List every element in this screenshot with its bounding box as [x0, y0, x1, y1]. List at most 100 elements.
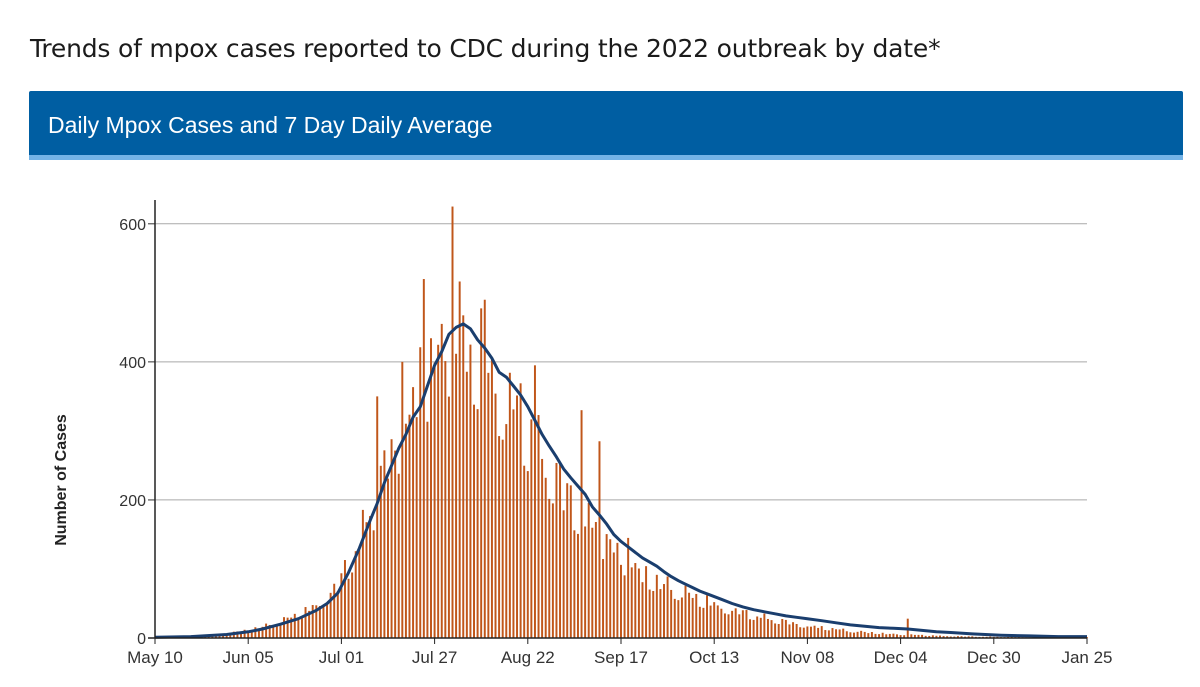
daily-case-bar [663, 584, 665, 638]
daily-case-bar [272, 626, 275, 638]
daily-case-bar [275, 625, 278, 638]
daily-case-bar [365, 522, 368, 638]
daily-case-bar [397, 473, 400, 638]
y-tick-label: 200 [119, 493, 146, 510]
daily-case-bar [788, 624, 791, 638]
daily-case-bar [720, 608, 723, 638]
daily-case-bar [695, 593, 698, 638]
daily-case-bar [433, 362, 436, 638]
daily-case-bar [727, 614, 730, 638]
daily-case-bar [723, 613, 726, 638]
daily-case-bar [939, 635, 941, 638]
daily-case-bar [806, 626, 809, 638]
daily-case-bar [247, 631, 250, 638]
daily-case-bar [878, 634, 881, 638]
y-tick-label: 400 [119, 355, 146, 372]
daily-case-bar [935, 635, 938, 638]
daily-case-bar [437, 344, 440, 638]
daily-case-bar [792, 622, 795, 638]
daily-case-bar [931, 635, 934, 638]
daily-case-bar [835, 629, 838, 638]
daily-case-bar [770, 620, 773, 638]
daily-case-bar [913, 634, 916, 638]
daily-case-bar [369, 516, 372, 638]
daily-case-bar [967, 636, 970, 638]
daily-case-bar [652, 590, 655, 638]
panel-title: Daily Mpox Cases and 7 Day Daily Average [48, 112, 493, 138]
daily-case-bar [598, 441, 601, 638]
daily-case-bar [910, 634, 913, 638]
x-tick-label: Dec 04 [874, 648, 928, 667]
daily-case-bar [731, 610, 734, 638]
daily-case-bar [444, 361, 447, 638]
daily-case-bar [544, 477, 547, 638]
x-tick-label: Jun 05 [223, 648, 274, 667]
x-tick-label: Sep 17 [594, 648, 648, 667]
daily-case-bar [903, 635, 906, 638]
daily-case-bar [831, 628, 834, 638]
daily-case-bar [372, 530, 375, 638]
daily-case-bar [476, 409, 479, 638]
daily-case-bar [243, 629, 246, 638]
daily-case-bar [559, 464, 562, 638]
daily-case-bar [523, 465, 526, 638]
x-tick-label: Oct 13 [689, 648, 739, 667]
daily-case-bar [329, 592, 332, 638]
daily-case-bar [921, 634, 924, 638]
daily-case-bar [817, 627, 820, 638]
daily-case-bar [551, 503, 554, 638]
daily-case-bar [594, 522, 597, 638]
daily-case-bar [308, 610, 311, 638]
daily-case-bar [813, 625, 816, 638]
daily-case-bar [609, 539, 612, 638]
daily-case-bar [318, 605, 321, 638]
daily-case-bar [222, 634, 225, 638]
daily-case-bar [802, 627, 805, 638]
bars-layer [164, 206, 1088, 639]
y-tick-label: 0 [137, 631, 146, 648]
daily-case-bar [680, 597, 683, 638]
daily-case-bar [300, 618, 303, 638]
daily-case-bar [745, 610, 748, 638]
daily-case-bar [899, 635, 902, 638]
daily-case-bar [541, 458, 544, 638]
daily-case-bar [655, 574, 658, 638]
daily-case-bar [225, 634, 228, 638]
daily-case-bar [716, 605, 719, 638]
daily-case-bar [896, 634, 898, 638]
daily-case-bar [673, 598, 676, 638]
daily-case-bar [623, 575, 626, 638]
daily-case-bar [569, 485, 572, 638]
daily-case-bar [842, 628, 845, 638]
daily-case-bar [261, 626, 264, 638]
daily-case-bar [928, 635, 931, 638]
daily-case-bar [279, 623, 282, 638]
daily-case-bar [942, 636, 945, 638]
daily-case-bar [691, 597, 694, 638]
daily-case-bar [684, 585, 687, 638]
daily-case-bar [326, 604, 329, 638]
daily-case-bar [354, 551, 357, 638]
daily-case-bar [422, 279, 425, 638]
daily-case-bar [412, 387, 415, 638]
daily-case-bar [946, 636, 949, 638]
daily-case-bar [530, 419, 533, 638]
daily-case-bar [379, 465, 382, 638]
daily-case-bar [741, 610, 744, 638]
daily-case-bar [874, 633, 877, 638]
daily-case-bar [265, 623, 268, 638]
daily-case-bar [290, 617, 293, 638]
daily-case-bar [838, 629, 841, 638]
daily-case-bar [297, 619, 300, 638]
daily-case-bar [387, 478, 389, 638]
daily-case-bar [759, 617, 762, 638]
daily-case-bar [641, 582, 644, 638]
daily-case-bar [849, 632, 852, 638]
daily-case-bar [512, 409, 515, 638]
panel-header-accent [29, 155, 1183, 160]
daily-case-bar [863, 631, 866, 638]
daily-case-bar [494, 393, 497, 638]
daily-case-bar [870, 632, 873, 638]
daily-case-bar [487, 372, 490, 638]
daily-case-bar [254, 627, 257, 638]
